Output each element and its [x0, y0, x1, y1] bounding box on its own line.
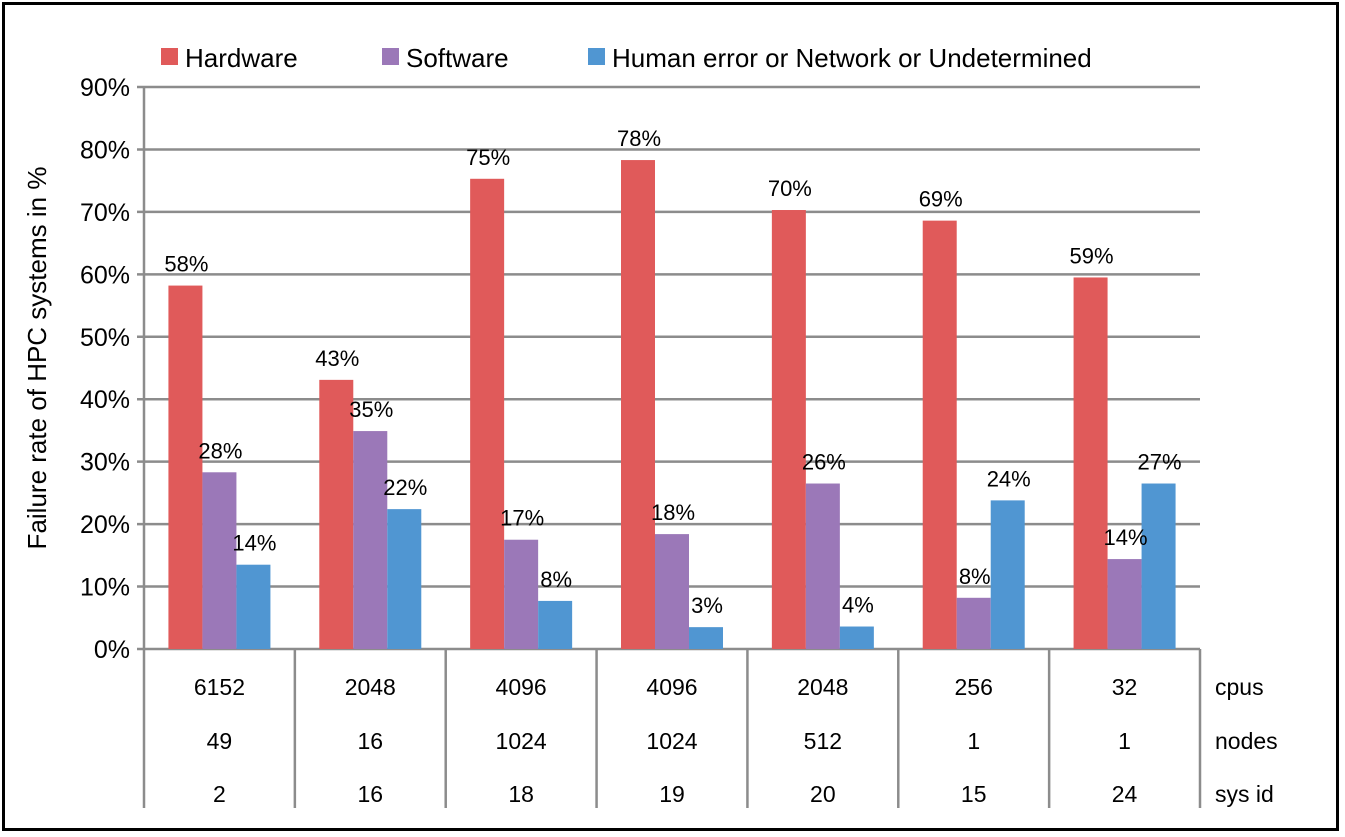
table-cell-sys-id: 16: [357, 781, 383, 807]
table-cell-sys-id: 20: [810, 781, 836, 807]
bar-software: [956, 597, 991, 649]
legend-label: Human error or Network or Undetermined: [612, 43, 1092, 73]
category-table: 6152 49 2 2048 16 16 4096 1024 18 4096 1024 19 2048 5…: [142, 649, 1278, 808]
bar-hardware: [771, 210, 806, 649]
table-cell-nodes: 1024: [646, 728, 697, 754]
legend: Hardware Software Human error or Network o…: [161, 43, 1092, 73]
data-label: 3%: [691, 593, 723, 618]
data-label: 8%: [540, 567, 572, 592]
legend-swatch: [382, 48, 399, 65]
data-label: 26%: [802, 450, 846, 475]
data-labels: 58% 28% 14% 43% 35% 22% 75% 17% 8% 78% 18% 3% 70% 26%…: [164, 126, 1181, 618]
bar-software: [1107, 559, 1142, 649]
table-cell-cpus: 2048: [797, 674, 848, 700]
y-tick-label: 0%: [94, 636, 130, 664]
bar-hardware: [168, 285, 203, 649]
data-label: 58%: [164, 252, 208, 277]
data-label: 14%: [232, 531, 276, 556]
y-tick-label: 30%: [80, 449, 130, 477]
data-label: 78%: [617, 126, 661, 151]
y-axis-tick-labels: 0% 10% 20% 30% 40% 50% 60% 70% 80% 90%: [80, 74, 130, 664]
table-cell-cpus: 6152: [194, 674, 245, 700]
table-cell-nodes: 1024: [496, 728, 547, 754]
y-tick-label: 90%: [80, 74, 130, 102]
bar-human-error: [387, 509, 422, 649]
bar-human-error: [236, 564, 271, 649]
y-tick-label: 70%: [80, 199, 130, 227]
bar-human-error: [689, 627, 723, 649]
table-cell-sys-id: 18: [508, 781, 534, 807]
table-cell-sys-id: 15: [961, 781, 987, 807]
bar-software: [655, 534, 689, 649]
bar-hardware: [1073, 277, 1108, 649]
data-label: 18%: [651, 500, 695, 525]
table-cell-cpus: 256: [955, 674, 993, 700]
bar-human-error: [538, 600, 573, 649]
table-cell-cpus: 2048: [345, 674, 396, 700]
table-cell-sys-id: 19: [659, 781, 685, 807]
y-tick-label: 60%: [80, 261, 130, 289]
y-tick-label: 50%: [80, 324, 130, 352]
bars: [168, 160, 1176, 649]
bar-human-error: [990, 500, 1025, 649]
bar-human-error: [839, 626, 874, 649]
data-label: 8%: [959, 564, 991, 589]
legend-swatch: [588, 48, 605, 65]
data-label: 28%: [198, 438, 242, 463]
data-label: 75%: [466, 145, 510, 170]
legend-swatch: [161, 48, 178, 65]
data-label: 24%: [987, 466, 1031, 491]
data-label: 14%: [1104, 525, 1148, 550]
bar-human-error: [1141, 483, 1176, 649]
y-axis-label: Failure rate of HPC systems in %: [22, 167, 52, 550]
bar-hardware: [922, 220, 957, 649]
data-label: 17%: [500, 506, 544, 531]
y-tick-label: 40%: [80, 386, 130, 414]
table-cell-nodes: 16: [357, 728, 383, 754]
data-label: 70%: [768, 176, 812, 201]
data-label: 43%: [315, 346, 359, 371]
data-label: 59%: [1070, 243, 1114, 268]
data-label: 4%: [842, 593, 874, 618]
table-row-label-sys-id: sys id: [1215, 781, 1274, 807]
bar-software: [202, 472, 237, 649]
table-row-label-cpus: cpus: [1215, 674, 1264, 700]
table-cell-nodes: 49: [207, 728, 233, 754]
bar-software: [353, 431, 388, 649]
table-cell-sys-id: 24: [1112, 781, 1138, 807]
table-cell-cpus: 4096: [646, 674, 697, 700]
table-cell-cpus: 32: [1112, 674, 1138, 700]
table-cell-cpus: 4096: [496, 674, 547, 700]
bar-hardware: [621, 160, 655, 649]
data-label: 35%: [349, 397, 393, 422]
table-cell-nodes: 512: [804, 728, 842, 754]
table-cell-sys-id: 2: [213, 781, 226, 807]
table-cell-nodes: 1: [1118, 728, 1131, 754]
data-label: 69%: [919, 187, 963, 212]
table-row-label-nodes: nodes: [1215, 728, 1278, 754]
bar-hardware: [470, 178, 505, 649]
bar-software: [805, 483, 840, 649]
data-label: 27%: [1138, 450, 1182, 475]
y-tick-label: 10%: [80, 574, 130, 602]
y-tick-label: 80%: [80, 136, 130, 164]
bar-hardware: [319, 379, 354, 649]
legend-label: Software: [406, 43, 509, 73]
table-cell-nodes: 1: [967, 728, 980, 754]
bar-software: [504, 539, 539, 649]
legend-label: Hardware: [185, 43, 298, 73]
y-tick-label: 20%: [80, 511, 130, 539]
data-label: 22%: [383, 475, 427, 500]
